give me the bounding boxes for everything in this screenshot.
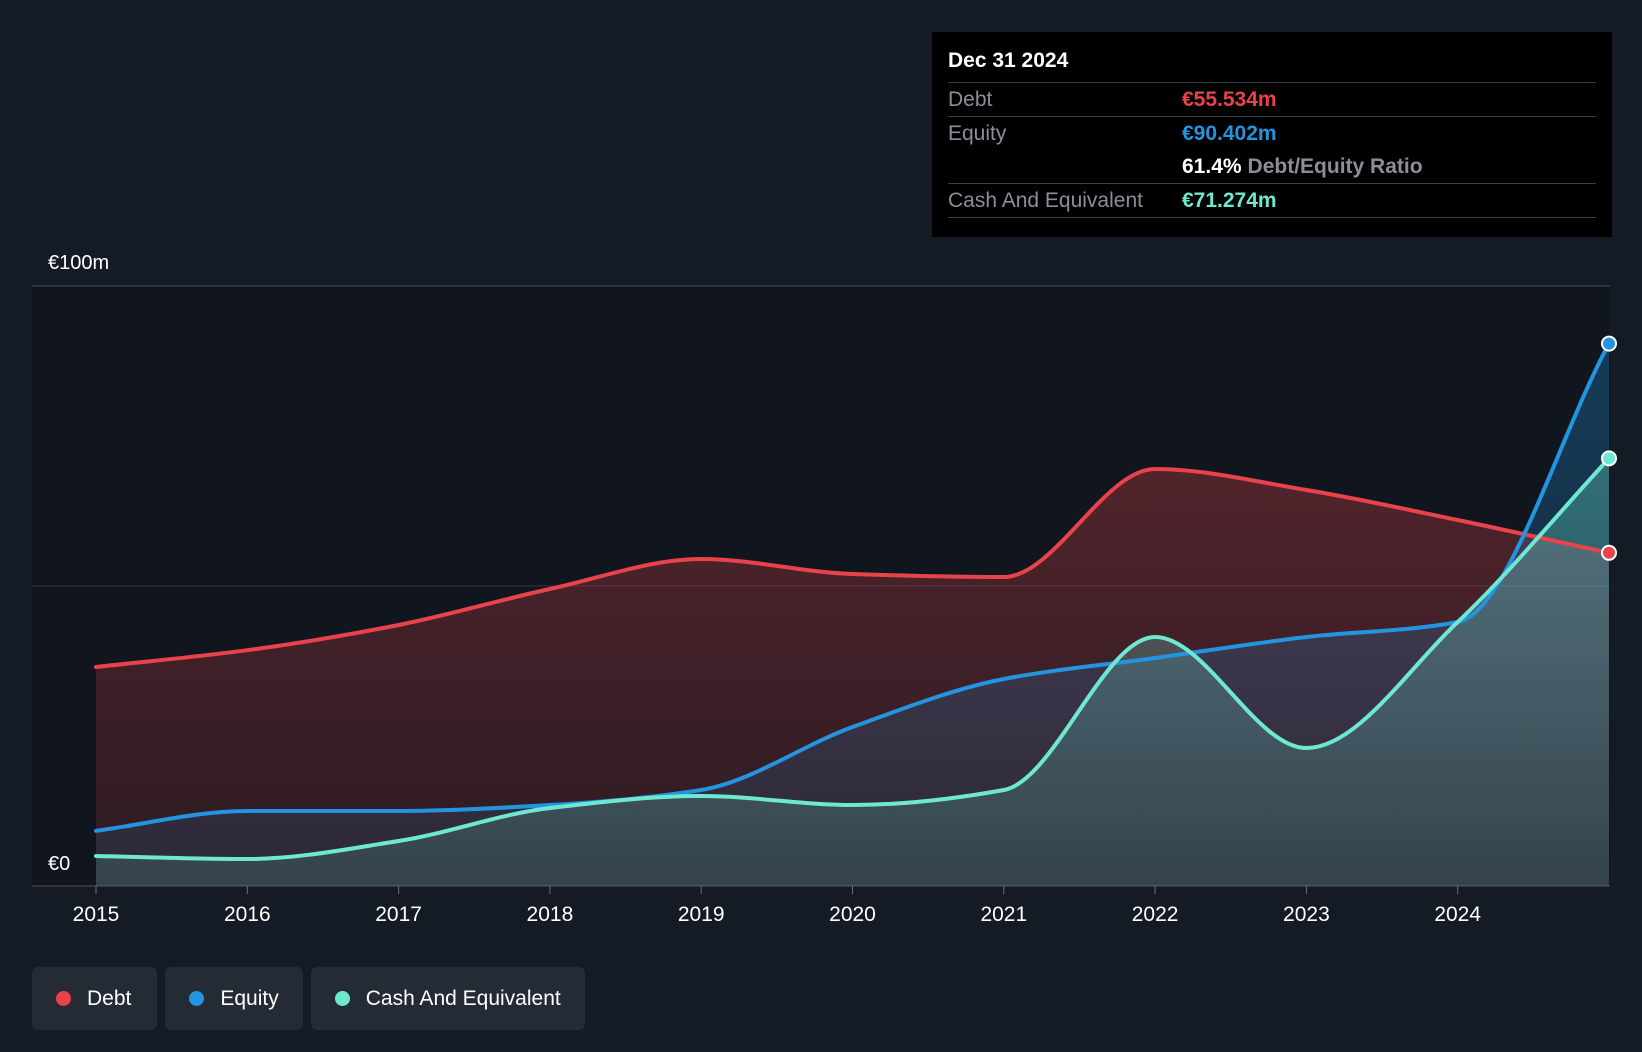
x-tick-label: 2023 <box>1283 903 1330 926</box>
x-tick-label: 2019 <box>678 903 725 926</box>
x-tick-label: 2017 <box>375 903 422 926</box>
legend-label-equity: Equity <box>220 986 279 1010</box>
x-tick-label: 2022 <box>1132 903 1179 926</box>
x-tick-label: 2018 <box>527 903 574 926</box>
y-tick-label-zero: €0 <box>48 853 70 875</box>
x-tick-label: 2015 <box>73 903 120 926</box>
line-equity <box>94 341 1611 833</box>
line-debt <box>94 467 1611 669</box>
legend-dot-cash <box>334 991 350 1006</box>
legend-dot-equity <box>189 991 205 1006</box>
tooltip-row-cash: Cash And Equivalent €71.274m <box>948 183 1596 218</box>
x-tick-label: 2024 <box>1434 903 1481 926</box>
point-cash-latest <box>1601 450 1617 467</box>
tooltip: Dec 31 2024 Debt €55.534m Equity €90.402… <box>932 32 1612 237</box>
tooltip-date: Dec 31 2024 <box>948 49 1069 72</box>
tooltip-equity-value: €90.402m <box>1182 121 1277 145</box>
tooltip-ratio-value: 61.4% <box>1182 154 1242 178</box>
tooltip-equity-label: Equity <box>948 121 1007 145</box>
tooltip-row-debt: Debt €55.534m <box>948 82 1596 116</box>
tooltip-debt-value: €55.534m <box>1182 87 1277 111</box>
legend-label-debt: Debt <box>87 986 132 1010</box>
legend: Debt Equity Cash And Equivalent <box>32 967 585 1030</box>
y-tick-label-max: €100m <box>48 252 109 274</box>
legend-label-cash: Cash And Equivalent <box>365 986 561 1010</box>
area-cash <box>96 458 1609 886</box>
point-equity-latest <box>1601 335 1617 352</box>
tooltip-row-ratio: 61.4% Debt/Equity Ratio <box>948 150 1596 183</box>
tooltip-ratio-label: Debt/Equity Ratio <box>1247 154 1423 178</box>
tooltip-row-equity: Equity €90.402m <box>948 116 1596 150</box>
tooltip-debt-label: Debt <box>948 87 993 111</box>
line-cash <box>94 456 1611 861</box>
x-tick-label: 2021 <box>980 903 1027 926</box>
legend-dot-debt <box>56 991 71 1006</box>
tooltip-cash-label: Cash And Equivalent <box>948 188 1143 212</box>
tooltip-cash-value: €71.274m <box>1182 188 1277 212</box>
x-tick-label: 2016 <box>224 903 271 926</box>
legend-item-equity[interactable]: Equity <box>165 967 303 1030</box>
legend-item-debt[interactable]: Debt <box>32 967 158 1030</box>
legend-item-cash[interactable]: Cash And Equivalent <box>310 967 585 1030</box>
x-tick-label: 2020 <box>829 903 876 926</box>
point-debt-latest <box>1601 544 1617 561</box>
